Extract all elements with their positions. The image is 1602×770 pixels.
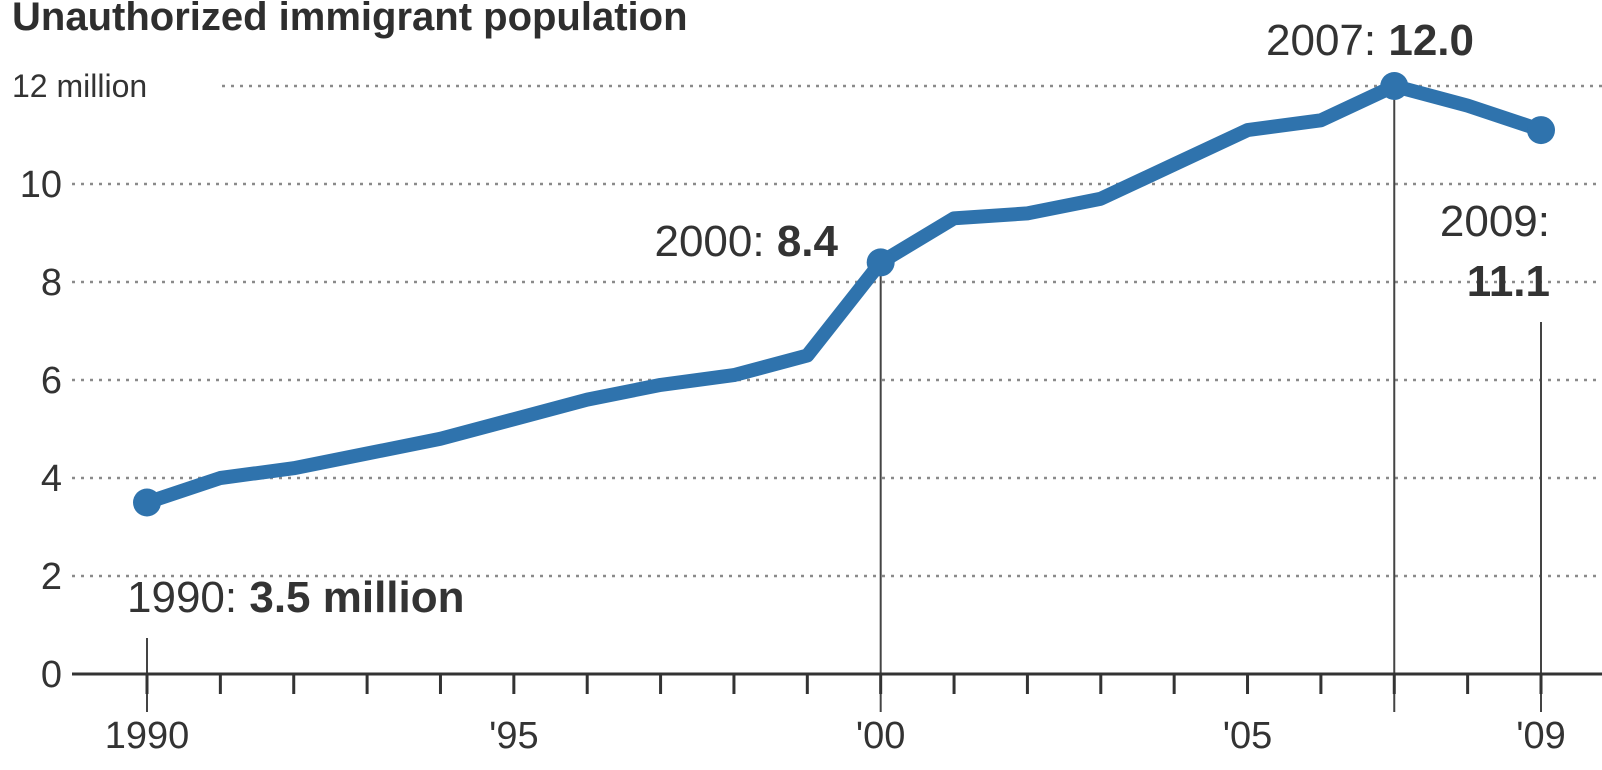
annotation-2009: 11.1 (1467, 257, 1550, 306)
annotation-1990: 1990: 3.5 million (127, 573, 465, 622)
x-tick-label: '95 (489, 715, 539, 757)
annotation-guides (146, 86, 1542, 712)
annotations: 1990: 3.5 million 2000: 8.4 2007: 12.0 2009… (127, 16, 1550, 622)
annotation-2009: 2009: (1440, 197, 1550, 246)
y-tick-label: 2 (41, 556, 62, 598)
data-point-1990 (133, 488, 161, 517)
y-tick-label: 6 (41, 360, 62, 402)
y-tick-label: 0 (41, 654, 62, 696)
x-tick-label: '05 (1223, 715, 1273, 757)
series (133, 72, 1555, 517)
gridlines (72, 84, 1602, 578)
y-tick-label: 12 million (12, 68, 147, 104)
annotation-2000: 2000: 8.4 (654, 217, 838, 266)
chart-title: Unauthorized immigrant population (12, 0, 688, 39)
x-tick-label: 1990 (105, 715, 190, 757)
x-axis: 1990 '95 '00 '05 '09 (72, 672, 1602, 757)
series-line (140, 79, 1548, 510)
data-point-2007 (1380, 72, 1409, 100)
data-point-2009 (1527, 116, 1555, 145)
y-tick-label: 8 (41, 262, 62, 304)
x-tick-label: '09 (1516, 715, 1566, 757)
data-point-2000 (866, 248, 895, 277)
y-tick-label: 10 (20, 164, 62, 206)
x-tick-label: '00 (856, 715, 906, 757)
y-tick-label: 4 (41, 458, 62, 500)
y-axis: 0 2 4 6 8 10 12 million (12, 68, 147, 696)
annotation-2007: 2007: 12.0 (1266, 16, 1474, 65)
